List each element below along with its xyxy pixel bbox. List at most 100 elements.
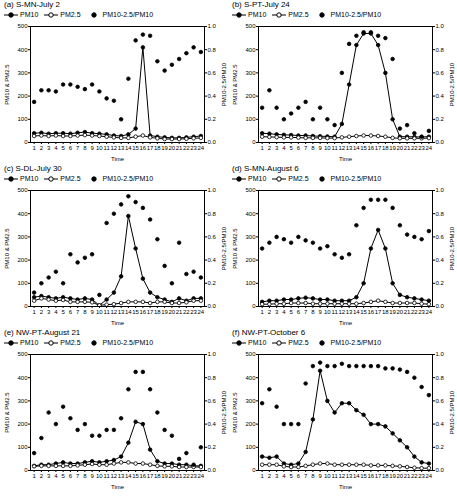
svg-text:0.8: 0.8 [208, 375, 217, 381]
svg-text:PM10-2.5/PM10: PM10-2.5/PM10 [449, 62, 455, 106]
svg-text:20: 20 [397, 473, 404, 479]
svg-text:200: 200 [245, 93, 256, 99]
svg-text:1: 1 [32, 145, 36, 151]
svg-text:0.0: 0.0 [208, 467, 217, 473]
svg-text:PM10 & PM2.5: PM10 & PM2.5 [232, 64, 238, 105]
svg-text:8: 8 [311, 309, 315, 315]
svg-text:13: 13 [346, 145, 353, 151]
svg-text:7: 7 [76, 145, 80, 151]
svg-text:13: 13 [118, 145, 125, 151]
svg-text:14: 14 [125, 145, 132, 151]
svg-text:100: 100 [245, 280, 256, 286]
svg-text:6: 6 [297, 309, 301, 315]
svg-text:10: 10 [96, 473, 103, 479]
svg-text:18: 18 [154, 145, 161, 151]
svg-text:0.0: 0.0 [436, 139, 445, 145]
svg-text:9: 9 [90, 473, 94, 479]
svg-text:100: 100 [17, 116, 28, 122]
svg-text:21: 21 [404, 473, 411, 479]
svg-text:1.0: 1.0 [208, 23, 217, 29]
svg-text:200: 200 [17, 421, 28, 427]
svg-text:0: 0 [24, 303, 28, 309]
svg-text:20: 20 [169, 309, 176, 315]
svg-text:0.2: 0.2 [208, 444, 217, 450]
svg-text:20: 20 [169, 145, 176, 151]
svg-text:12: 12 [111, 145, 118, 151]
svg-text:0: 0 [252, 303, 256, 309]
svg-text:0.8: 0.8 [436, 375, 445, 381]
svg-text:12: 12 [339, 309, 346, 315]
svg-text:16: 16 [140, 309, 147, 315]
svg-text:400: 400 [245, 47, 256, 53]
svg-text:0.2: 0.2 [436, 444, 445, 450]
svg-text:16: 16 [368, 473, 375, 479]
svg-text:500: 500 [17, 351, 28, 357]
svg-text:500: 500 [245, 351, 256, 357]
svg-text:16: 16 [140, 145, 147, 151]
svg-text:3: 3 [275, 309, 279, 315]
svg-text:23: 23 [418, 145, 425, 151]
svg-text:16: 16 [368, 309, 375, 315]
svg-text:PM10 & PM2.5: PM10 & PM2.5 [232, 392, 238, 433]
svg-text:17: 17 [147, 145, 154, 151]
svg-text:1.0: 1.0 [208, 351, 217, 357]
svg-text:21: 21 [404, 145, 411, 151]
svg-text:PM10-2.5/PM10: PM10-2.5/PM10 [449, 390, 455, 434]
svg-text:PM10 & PM2.5: PM10 & PM2.5 [4, 228, 10, 269]
svg-text:8: 8 [83, 309, 87, 315]
svg-text:10: 10 [324, 145, 331, 151]
svg-text:0.4: 0.4 [436, 421, 445, 427]
svg-text:2: 2 [40, 145, 44, 151]
svg-text:8: 8 [311, 145, 315, 151]
svg-text:5: 5 [61, 145, 65, 151]
svg-text:0: 0 [252, 139, 256, 145]
svg-text:14: 14 [125, 473, 132, 479]
svg-text:0.6: 0.6 [208, 234, 217, 240]
svg-text:9: 9 [318, 473, 322, 479]
svg-text:23: 23 [190, 145, 197, 151]
svg-text:0.8: 0.8 [436, 47, 445, 53]
svg-text:0.0: 0.0 [208, 303, 217, 309]
svg-text:8: 8 [311, 473, 315, 479]
svg-text:6: 6 [297, 473, 301, 479]
svg-text:21: 21 [176, 145, 183, 151]
svg-text:7: 7 [304, 145, 308, 151]
svg-text:11: 11 [104, 145, 111, 151]
svg-text:7: 7 [304, 473, 308, 479]
svg-text:2: 2 [268, 145, 272, 151]
svg-text:0.2: 0.2 [208, 116, 217, 122]
svg-text:23: 23 [190, 309, 197, 315]
svg-text:0.0: 0.0 [436, 303, 445, 309]
svg-text:24: 24 [426, 309, 433, 315]
svg-text:6: 6 [69, 473, 73, 479]
svg-text:3: 3 [47, 473, 51, 479]
svg-text:0.2: 0.2 [436, 116, 445, 122]
svg-text:11: 11 [104, 473, 111, 479]
svg-text:1: 1 [32, 309, 36, 315]
svg-text:100: 100 [245, 444, 256, 450]
svg-text:PM10 & PM2.5: PM10 & PM2.5 [4, 392, 10, 433]
svg-text:9: 9 [90, 145, 94, 151]
svg-text:1.0: 1.0 [208, 187, 217, 193]
svg-text:23: 23 [190, 473, 197, 479]
svg-text:24: 24 [198, 309, 205, 315]
svg-text:21: 21 [404, 309, 411, 315]
svg-text:Time: Time [339, 320, 353, 326]
svg-text:24: 24 [198, 145, 205, 151]
svg-text:3: 3 [275, 145, 279, 151]
svg-text:23: 23 [418, 473, 425, 479]
svg-text:4: 4 [54, 309, 58, 315]
svg-text:2: 2 [268, 309, 272, 315]
svg-text:24: 24 [426, 473, 433, 479]
svg-text:1.0: 1.0 [436, 351, 445, 357]
svg-text:500: 500 [245, 23, 256, 29]
svg-text:21: 21 [176, 473, 183, 479]
svg-text:Time: Time [339, 484, 353, 490]
svg-text:15: 15 [360, 473, 367, 479]
svg-text:0.8: 0.8 [208, 211, 217, 217]
svg-text:22: 22 [183, 473, 190, 479]
svg-text:11: 11 [332, 145, 339, 151]
svg-text:1: 1 [260, 473, 264, 479]
svg-text:5: 5 [289, 309, 293, 315]
svg-text:Time: Time [339, 156, 353, 162]
